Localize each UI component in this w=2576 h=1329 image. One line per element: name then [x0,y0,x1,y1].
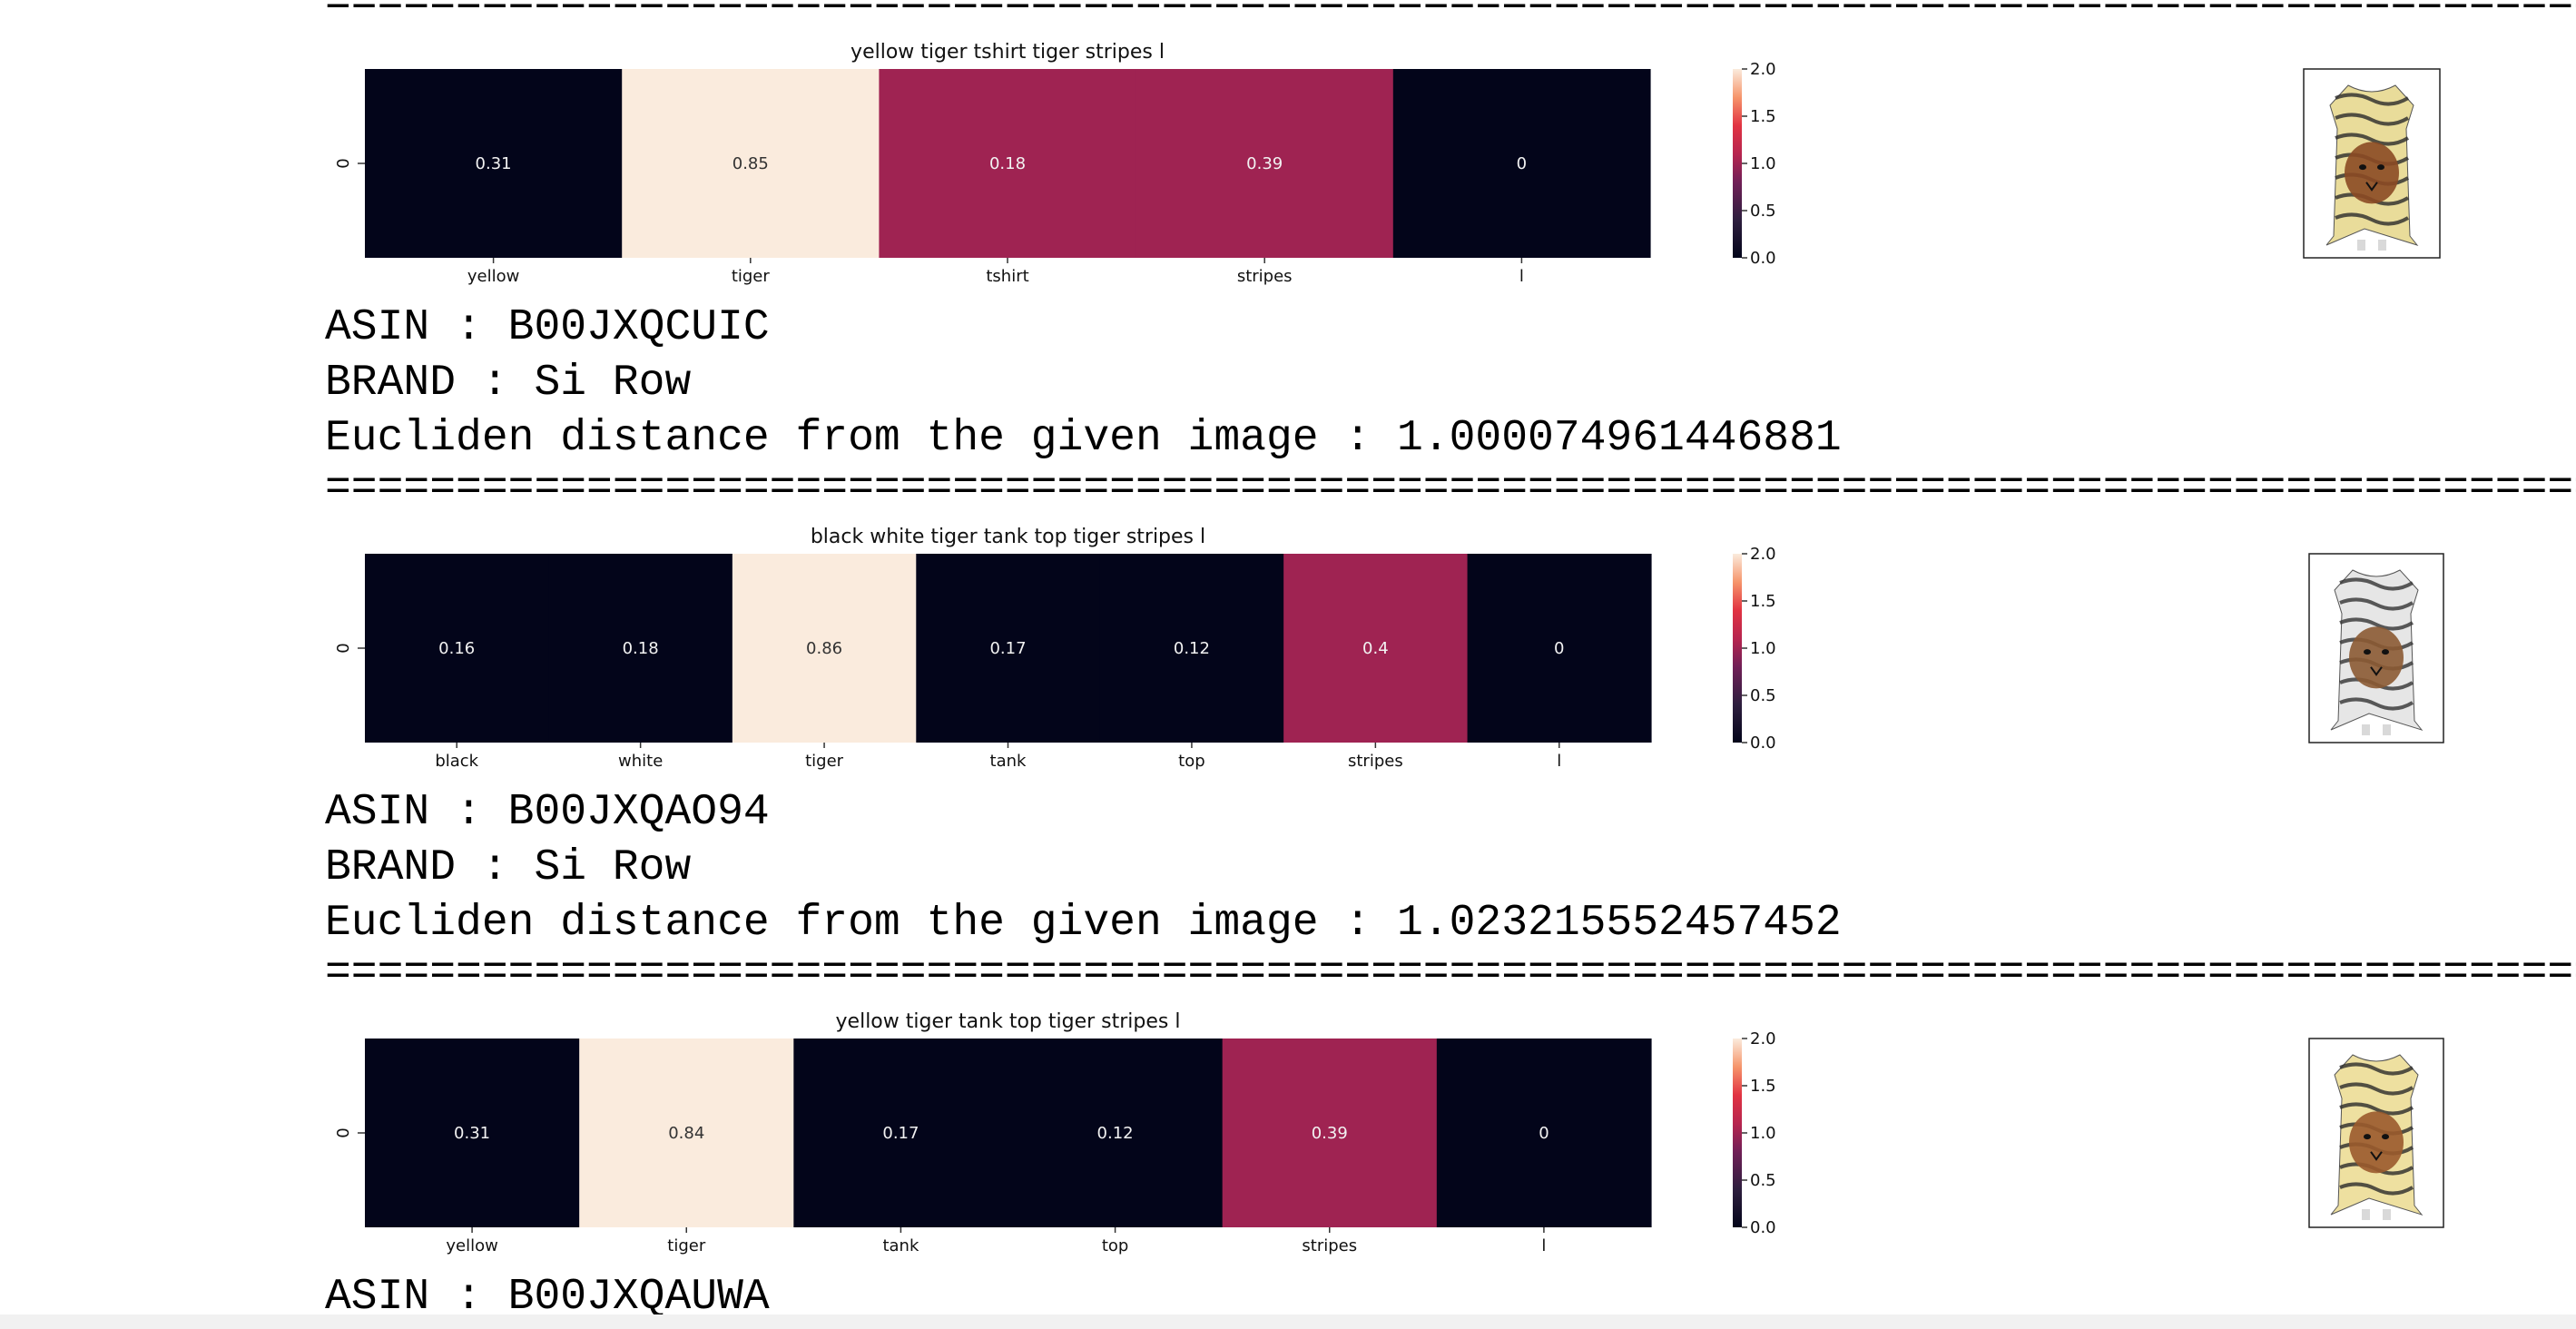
colorbar-tick-label: 0.0 [1750,249,1776,268]
colorbar-tick-label: 0.5 [1750,1171,1776,1190]
heatmap-cell-label: 0.85 [732,154,769,173]
separator-line-1: ========================================… [325,0,2576,28]
heatmap-cell-label: 0.18 [623,639,659,658]
colorbar [1733,69,1742,258]
tiger-tank-top-yellow-thumbnail [2308,1038,2444,1228]
separator-line-2: ========================================… [325,464,2576,513]
y-tick-label: 0 [334,158,353,168]
x-tick-label: tiger [805,752,844,771]
colorbar [1733,1039,1742,1227]
heatmap-cell-label: 0.84 [668,1124,704,1143]
heatmap-cell-label: 0.18 [989,154,1026,173]
bottom-fade [0,1314,2576,1329]
separator-line-3: ========================================… [325,949,2576,998]
colorbar-tick-label: 0.5 [1750,202,1776,221]
x-tick-label: tiger [667,1236,706,1255]
heatmap-cell [1136,69,1394,258]
heatmap-cell [1008,1039,1224,1227]
heatmap-cell-label: 0.31 [454,1124,490,1143]
heatmap-title: yellow tiger tank top tiger stripes l [836,1010,1181,1033]
x-tick-label: yellow [467,267,519,286]
heatmap-cell [1392,69,1651,258]
x-tick-label: l [1541,1236,1546,1255]
x-tick-label: stripes [1237,267,1293,286]
distance-text-2: Eucliden distance from the given image :… [325,899,1842,948]
heatmap-cell [916,554,1101,743]
heatmap-cell [622,69,880,258]
heatmap-cell [548,554,733,743]
heatmap-cell-label: 0.86 [806,639,842,658]
x-tick-label: tshirt [986,267,1028,286]
heatmap-cell-label: 0.17 [989,639,1026,658]
heatmap-cell [793,1039,1009,1227]
heatmap-cell [879,69,1137,258]
heatmap-cell-label: 0.39 [1312,1124,1348,1143]
x-tick-label: stripes [1348,752,1403,771]
colorbar-tick-label: 1.5 [1750,592,1776,611]
heatmap-cell [732,554,917,743]
distance-text-1: Eucliden distance from the given image :… [325,414,1842,463]
heatmap-cell-label: 0 [1539,1124,1549,1143]
heatmap-3: yellow tiger tank top tiger stripes l 0.3… [334,1010,1776,1255]
tiger-tshirt-thumbnail [2303,68,2441,259]
colorbar-tick-label: 1.0 [1750,639,1776,658]
x-tick-label: yellow [446,1236,497,1255]
heatmap-cell-label: 0.39 [1246,154,1283,173]
x-tick-label: tiger [732,267,771,286]
colorbar-tick-label: 0.0 [1750,1218,1776,1237]
colorbar-tick-label: 1.0 [1750,154,1776,173]
colorbar [1733,554,1742,743]
asin-text-1: ASIN : B00JXQCUIC [325,303,770,352]
asin-text-2: ASIN : B00JXQAO94 [325,788,770,837]
heatmap-cell-label: 0 [1554,639,1564,658]
brand-text-1: BRAND : Si Row [325,359,691,408]
colorbar-tick-label: 1.5 [1750,1077,1776,1096]
thumbnails [2303,68,2444,1228]
heatmap-cell [1467,554,1652,743]
heatmap-cell [365,1039,580,1227]
heatmap-cell-label: 0 [1517,154,1527,173]
heatmap-cell [1436,1039,1652,1227]
asin-text-3: ASIN : B00JXQAUWA [325,1273,770,1322]
heatmap-cell [365,554,550,743]
x-tick-label: stripes [1302,1236,1357,1255]
x-tick-label: l [1519,267,1524,286]
y-tick-label: 0 [334,1127,353,1137]
x-tick-label: tank [882,1236,919,1255]
colorbar-tick-label: 1.0 [1750,1124,1776,1143]
tiger-tank-top-thumbnail [2308,553,2444,743]
heatmap-2: black white tiger tank top tiger stripes… [334,526,1776,771]
heatmap-cell [365,69,623,258]
heatmap-title: black white tiger tank top tiger stripes… [811,526,1205,548]
heatmap-cell-label: 0.12 [1097,1124,1134,1143]
colorbar-tick-label: 2.0 [1750,1029,1776,1048]
x-tick-label: top [1178,752,1205,771]
colorbar-tick-label: 2.0 [1750,545,1776,564]
heatmap-cell-label: 0.4 [1362,639,1389,658]
colorbar-tick-label: 0.5 [1750,686,1776,705]
heatmap-cell [1222,1039,1438,1227]
x-tick-label: white [618,752,663,771]
heatmap-title: yellow tiger tshirt tiger stripes l [850,41,1165,64]
x-tick-label: black [435,752,478,771]
heatmap-cell [1099,554,1284,743]
heatmap-1: yellow tiger tshirt tiger stripes l 0.31 y… [334,41,1776,286]
heatmap-cell [579,1039,794,1227]
heatmap-cell-label: 0.17 [882,1124,919,1143]
brand-text-2: BRAND : Si Row [325,843,691,892]
heatmap-cell-label: 0.12 [1174,639,1210,658]
y-tick-label: 0 [334,643,353,653]
colorbar-tick-label: 1.5 [1750,107,1776,126]
x-tick-label: tank [990,752,1027,771]
heatmap-cell [1283,554,1469,743]
x-tick-label: l [1557,752,1561,771]
heatmap-cell-label: 0.31 [476,154,512,173]
x-tick-label: top [1102,1236,1129,1255]
colorbar-tick-label: 0.0 [1750,733,1776,753]
colorbar-tick-label: 2.0 [1750,60,1776,79]
heatmap-cell-label: 0.16 [438,639,475,658]
